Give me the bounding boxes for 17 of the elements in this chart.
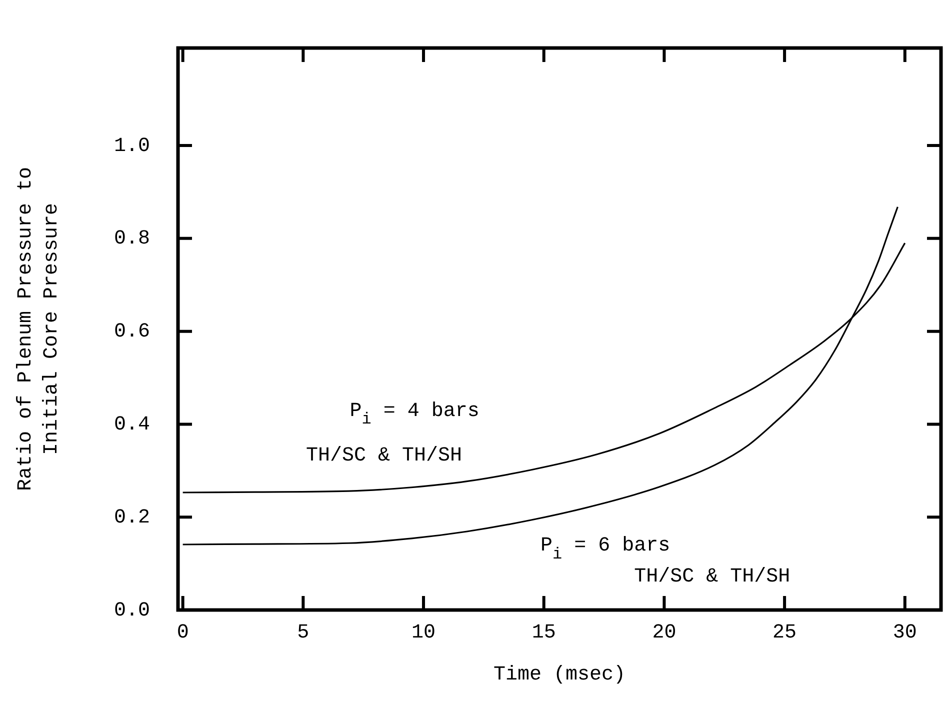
y-tick-label: 0.0 bbox=[114, 599, 150, 622]
x-tick-label: 0 bbox=[176, 621, 189, 644]
x-axis-title: Time (msec) bbox=[493, 663, 626, 686]
x-tick-label: 30 bbox=[892, 621, 917, 644]
x-tick-label: 25 bbox=[772, 621, 797, 644]
x-tick-label: 20 bbox=[652, 621, 676, 644]
annotation: TH/SC & TH/SH bbox=[306, 444, 462, 468]
y-tick-label: 0.4 bbox=[114, 414, 150, 437]
y-tick-label: 0.2 bbox=[114, 506, 150, 530]
y-tick-label: 0.8 bbox=[114, 228, 150, 251]
x-tick-label: 15 bbox=[532, 621, 556, 644]
annotation: TH/SC & TH/SH bbox=[634, 566, 790, 589]
x-tick-label: 5 bbox=[297, 621, 310, 644]
y-tick-label: 0.6 bbox=[114, 320, 150, 344]
y-axis-title: Ratio of Plenum Pressure to Initial Core Pressure bbox=[14, 166, 64, 492]
y-tick-label: 1.0 bbox=[114, 134, 150, 158]
x-tick-label: 10 bbox=[412, 621, 436, 644]
